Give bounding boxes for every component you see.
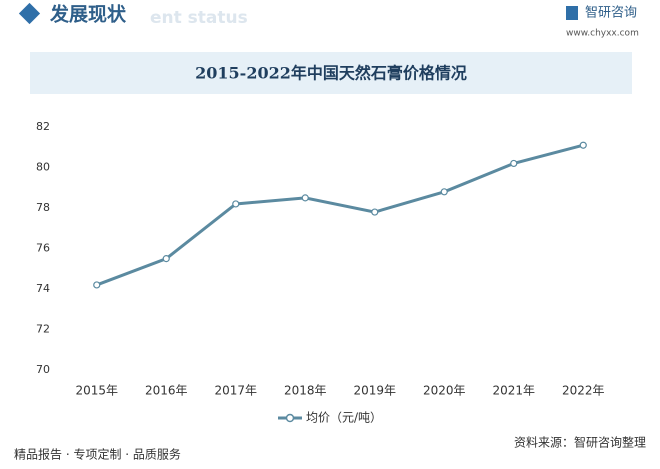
plot: 70 72 74 76 78 80 82 2015年 2016年 2017年 2018年 2019年 2… [36, 120, 605, 398]
point [371, 208, 379, 216]
point [162, 255, 170, 263]
footer-slogan: 精品报告 · 专项定制 · 品质服务 [14, 447, 181, 462]
y-tick-label: 70 [36, 363, 50, 376]
x-tick-label: 2021年 [492, 384, 535, 398]
y-tick-label: 80 [36, 161, 50, 174]
title-banner [30, 52, 632, 94]
y-tick-label: 72 [36, 323, 50, 336]
point [232, 200, 240, 208]
point [93, 281, 101, 289]
legend-marker [285, 413, 295, 423]
point [301, 194, 309, 202]
x-tick-label: 2019年 [353, 384, 396, 398]
point [510, 159, 518, 168]
chart-title: 2015-2022年中国天然石膏价格情况 [195, 64, 467, 83]
x-tick-label: 2020年 [423, 384, 466, 398]
line [96, 143, 584, 287]
y-tick-label: 76 [36, 242, 50, 255]
brand-logo [566, 6, 578, 20]
y-tick-label: 78 [36, 201, 50, 214]
website: www.chyxx.com [566, 29, 639, 39]
y-tick-label: 82 [36, 120, 50, 133]
point [440, 188, 448, 196]
x-tick-label: 2015年 [75, 384, 118, 398]
legend-label: 均价（元/吨） [306, 411, 382, 425]
x-tick-label: 2016年 [145, 384, 188, 398]
x-tick-label: 2017年 [214, 384, 257, 398]
y-tick-label: 74 [36, 282, 50, 295]
header-subtitle: ent status [150, 8, 248, 28]
footer-source: 资料来源：智研咨询整理 [514, 435, 646, 450]
x-tick-label: 2022年 [562, 384, 605, 398]
point [579, 141, 587, 149]
brand-name: 智研咨询 [585, 6, 637, 21]
header-title: 发展现状 [49, 3, 127, 26]
x-tick-label: 2018年 [284, 384, 327, 398]
